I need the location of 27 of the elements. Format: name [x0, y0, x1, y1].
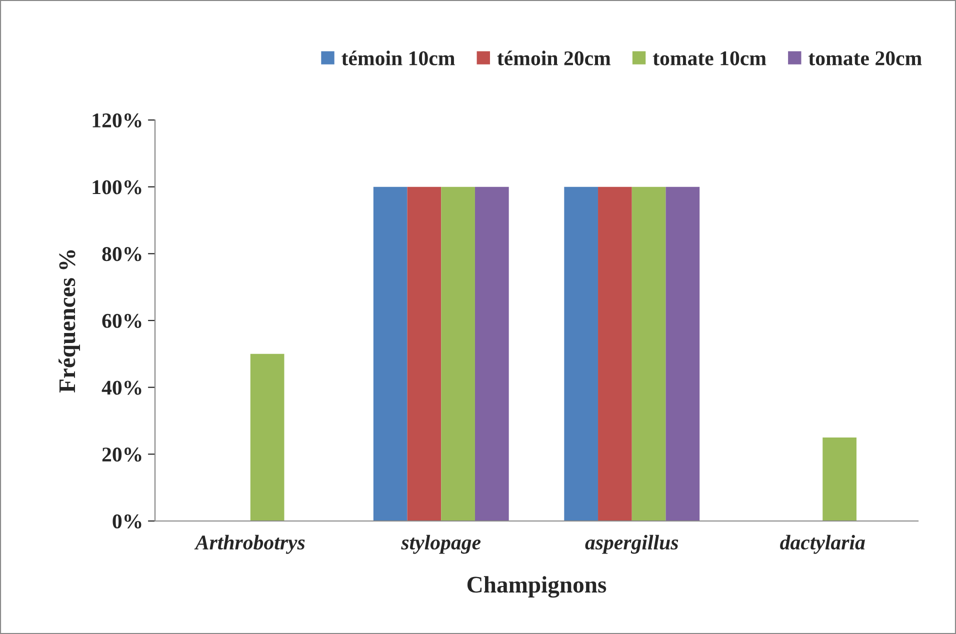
legend-label: tomate 10cm — [652, 51, 766, 66]
bar — [250, 354, 284, 521]
y-tick-label: 100% — [92, 180, 142, 194]
y-tick-label: 120% — [92, 113, 142, 128]
bar — [564, 186, 598, 521]
legend-label: témoin 20cm — [497, 50, 611, 66]
bar — [441, 186, 475, 521]
bar — [407, 186, 442, 521]
bar — [632, 186, 666, 521]
x-tick-label: Arthrobotrys — [194, 534, 305, 554]
y-tick-label: 60% — [102, 314, 142, 328]
legend-label: témoin 10cm — [342, 50, 455, 66]
y-tick-label: 80% — [102, 247, 142, 262]
legend-label: tomate 20cm — [808, 51, 922, 66]
bar — [822, 437, 856, 521]
y-axis-title: Fréquences % — [58, 250, 80, 393]
bar — [666, 186, 700, 521]
x-tick-label: aspergillus — [585, 534, 678, 554]
x-tick-label: dactylaria — [780, 534, 865, 554]
bar — [598, 186, 632, 521]
y-tick-label: 20% — [102, 448, 142, 462]
y-tick-label: 0% — [112, 514, 142, 528]
y-tick-label: 40% — [102, 380, 142, 395]
x-tick-label: stylopage — [401, 534, 481, 554]
bar — [373, 186, 408, 521]
x-axis-title: Champignons — [467, 576, 606, 598]
bar — [474, 186, 509, 521]
